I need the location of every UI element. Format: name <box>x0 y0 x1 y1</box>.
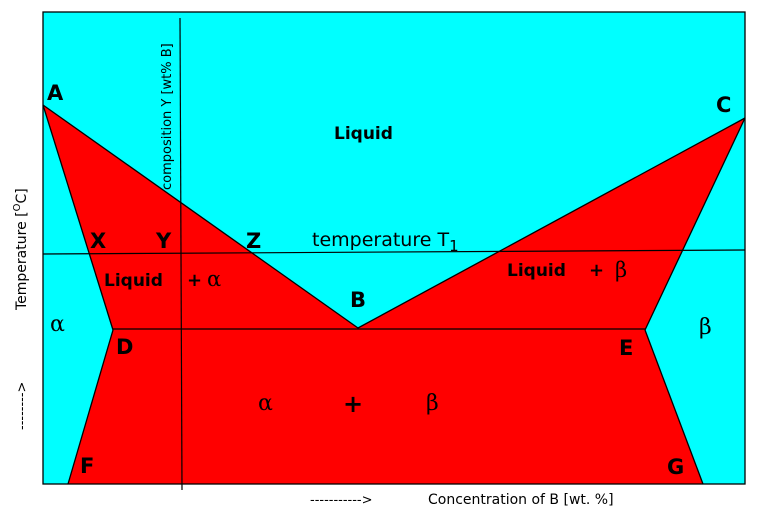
point-a-label: A <box>47 81 64 105</box>
y-axis-label-suffix: C] <box>14 188 30 203</box>
liquid-beta-word: Liquid <box>507 261 566 281</box>
alpha-beta-beta: β <box>426 391 439 416</box>
beta-region-label: β <box>699 315 712 340</box>
solidus-beta-line <box>644 117 746 331</box>
alpha-beta-alpha: α <box>258 391 273 416</box>
temperature-t1-subscript: 1 <box>449 237 459 255</box>
composition-y-label: composition Y [wt% B] <box>160 43 175 190</box>
liquidus-line <box>42 104 746 329</box>
temperature-t1-label: temperature T1 <box>312 229 459 255</box>
point-c-label: C <box>716 93 731 117</box>
composition-y-line <box>179 17 183 491</box>
point-e-label: E <box>619 336 633 360</box>
y-axis-label-prefix: Temperature [ <box>14 211 30 311</box>
y-axis-label: Temperature [OC] <box>12 188 30 311</box>
liquid-alpha-symbol: α <box>207 267 221 291</box>
point-b-label: B <box>350 288 366 312</box>
point-y-label: Y <box>155 229 172 253</box>
point-z-label: Z <box>246 229 261 253</box>
solidus-alpha-line <box>42 104 114 331</box>
x-axis-arrow: -----------> <box>310 493 373 508</box>
liquid-beta-plus: + <box>589 260 604 281</box>
point-x-label: X <box>90 229 106 253</box>
point-g-label: G <box>667 455 684 479</box>
temperature-t1-text: temperature T <box>312 229 449 251</box>
alpha-beta-plus: + <box>343 390 363 418</box>
liquid-alpha-plus: + <box>187 270 202 291</box>
plot-frame <box>42 11 746 485</box>
y-axis-label-sup: O <box>12 203 23 211</box>
point-d-label: D <box>116 335 133 359</box>
x-axis-label: Concentration of B [wt. %] <box>428 492 614 508</box>
temperature-t1-line <box>42 249 746 255</box>
y-axis-arrow: --------> <box>15 382 30 430</box>
alpha-region-label: α <box>50 312 65 337</box>
liquid-region-label: Liquid <box>334 124 393 144</box>
point-f-label: F <box>80 454 94 478</box>
two-phase-field <box>43 105 745 484</box>
liquid-alpha-word: Liquid <box>104 271 163 291</box>
solvus-beta-line <box>644 329 704 485</box>
solvus-alpha-line <box>67 329 114 485</box>
liquid-beta-symbol: β <box>615 258 627 282</box>
